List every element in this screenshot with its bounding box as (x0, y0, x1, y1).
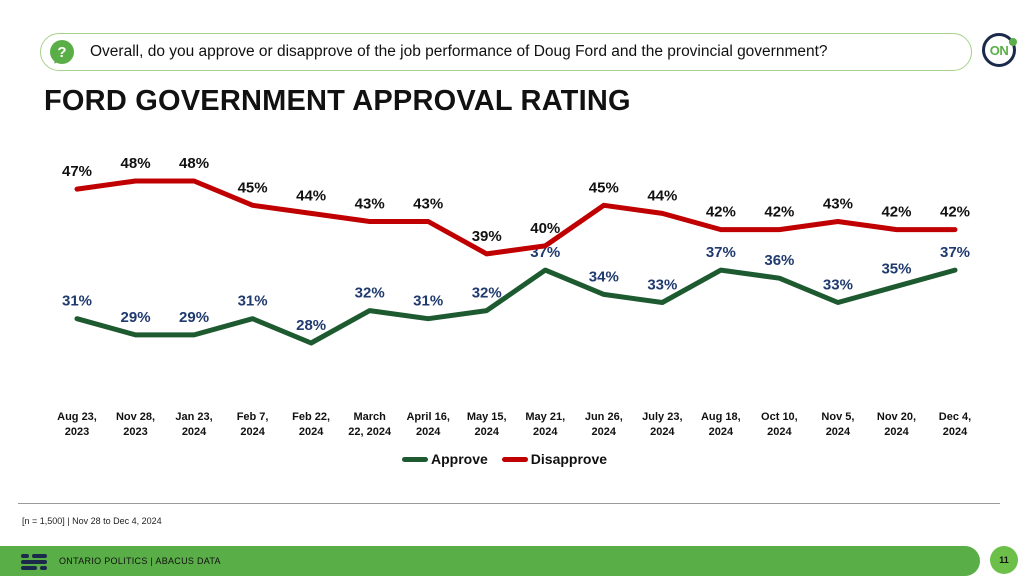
data-label-approve-6: 31% (413, 293, 443, 310)
x-tick-label-2-0: Jan 23, (175, 411, 212, 423)
data-label-approve-4: 28% (296, 317, 326, 334)
ontario-logo: ON (982, 33, 1017, 67)
data-label-disapprove-0: 47% (62, 163, 92, 180)
data-label-approve-2: 29% (179, 309, 209, 326)
question-bubble-icon: ? (50, 40, 74, 64)
survey-question: Overall, do you approve or disapprove of… (90, 43, 828, 60)
data-label-approve-12: 36% (764, 252, 794, 269)
x-tick-label-8-0: May 21, (525, 411, 565, 423)
x-tick-label-8-1: 2024 (533, 426, 558, 438)
data-label-disapprove-11: 42% (706, 204, 736, 221)
x-tick-label-14-0: Nov 20, (877, 411, 916, 423)
x-tick-label-5-1: 22, 2024 (348, 426, 392, 438)
x-tick-label-0-0: Aug 23, (57, 411, 97, 423)
data-label-approve-3: 31% (238, 293, 268, 310)
data-label-disapprove-15: 42% (940, 204, 970, 221)
data-label-approve-13: 33% (823, 277, 853, 294)
x-tick-label-1-0: Nov 28, (116, 411, 155, 423)
x-tick-label-6-0: April 16, (406, 411, 449, 423)
x-tick-label-10-1: 2024 (650, 426, 675, 438)
footer-bar: ONTARIO POLITICS | ABACUS DATA (0, 546, 980, 576)
x-tick-label-11-0: Aug 18, (701, 411, 741, 423)
x-tick-label-0-1: 2023 (65, 426, 89, 438)
data-label-disapprove-2: 48% (179, 155, 209, 172)
x-tick-label-4-0: Feb 22, (292, 411, 330, 423)
data-label-approve-9: 34% (589, 268, 619, 285)
data-label-approve-10: 33% (647, 277, 677, 294)
data-label-disapprove-3: 45% (238, 179, 268, 196)
legend-swatch-approve (402, 456, 428, 462)
data-label-disapprove-4: 44% (296, 187, 326, 204)
x-tick-label-7-1: 2024 (474, 426, 499, 438)
legend-item-disapprove: Disapprove (501, 451, 608, 467)
legend-label-disapprove: Disapprove (530, 451, 608, 467)
data-label-approve-15: 37% (940, 244, 970, 261)
data-label-disapprove-7: 39% (472, 228, 502, 245)
x-tick-label-9-0: Jun 26, (585, 411, 623, 423)
question-banner: ? Overall, do you approve or disapprove … (40, 33, 972, 71)
x-tick-label-6-1: 2024 (416, 426, 441, 438)
data-label-disapprove-8: 40% (530, 220, 560, 237)
legend-item-approve: Approve (402, 451, 488, 467)
data-label-disapprove-14: 42% (881, 204, 911, 221)
x-tick-label-12-0: Oct 10, (761, 411, 798, 423)
legend-label-approve: Approve (431, 451, 488, 467)
footer-text: ONTARIO POLITICS | ABACUS DATA (59, 556, 221, 566)
x-tick-label-3-0: Feb 7, (237, 411, 269, 423)
x-tick-label-9-1: 2024 (592, 426, 617, 438)
x-tick-label-5-0: March (353, 411, 386, 423)
data-label-approve-14: 35% (881, 260, 911, 277)
data-label-disapprove-9: 45% (589, 179, 619, 196)
data-label-approve-0: 31% (62, 293, 92, 310)
x-tick-label-4-1: 2024 (299, 426, 324, 438)
data-label-disapprove-6: 43% (413, 196, 443, 213)
data-label-disapprove-10: 44% (647, 187, 677, 204)
x-tick-label-15-0: Dec 4, (939, 411, 971, 423)
x-tick-label-1-1: 2023 (123, 426, 147, 438)
data-label-approve-11: 37% (706, 244, 736, 261)
data-label-approve-1: 29% (121, 309, 151, 326)
series-line-approve (74, 267, 958, 346)
abacus-logo-icon (21, 553, 47, 570)
footer-divider (18, 503, 1000, 504)
data-label-disapprove-5: 43% (355, 196, 385, 213)
data-label-approve-5: 32% (355, 285, 385, 302)
data-label-approve-7: 32% (472, 285, 502, 302)
x-tick-label-11-1: 2024 (709, 426, 734, 438)
x-tick-label-13-1: 2024 (826, 426, 851, 438)
x-tick-label-3-1: 2024 (240, 426, 265, 438)
page-number: 11 (990, 546, 1018, 574)
series-line-disapprove (74, 178, 958, 257)
x-tick-label-2-1: 2024 (182, 426, 207, 438)
page-title: FORD GOVERNMENT APPROVAL RATING (44, 85, 631, 117)
legend-swatch-disapprove (501, 456, 528, 462)
x-tick-label-14-1: 2024 (884, 426, 909, 438)
logo-text: ON (989, 42, 1009, 58)
sample-footnote: [n = 1,500] | Nov 28 to Dec 4, 2024 (22, 516, 162, 526)
data-label-disapprove-12: 42% (764, 204, 794, 221)
x-tick-label-7-0: May 15, (467, 411, 507, 423)
x-tick-label-13-0: Nov 5, (821, 411, 854, 423)
x-tick-label-10-0: July 23, (642, 411, 682, 423)
data-label-disapprove-13: 43% (823, 196, 853, 213)
data-label-disapprove-1: 48% (121, 155, 151, 172)
x-tick-label-12-1: 2024 (767, 426, 792, 438)
chart-legend: Approve Disapprove (402, 451, 621, 467)
x-tick-label-15-1: 2024 (943, 426, 968, 438)
approval-line-chart: 31% 29% 29% 31% 28% 32% 31% 32% 37% 34% 33% 37% 36% 3… (57, 155, 971, 438)
